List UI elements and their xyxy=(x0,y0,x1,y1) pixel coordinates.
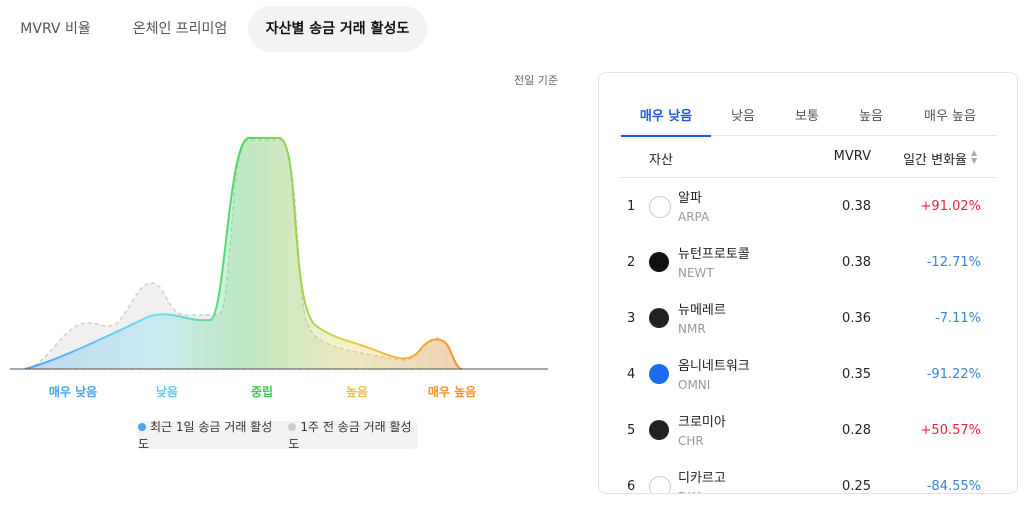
daily-change: +91.02% xyxy=(920,199,981,214)
asset-ticker: CHR xyxy=(678,434,704,448)
tab[interactable]: 온체인 프리미엄 xyxy=(132,21,228,37)
asset-row[interactable]: 5 크로미아 CHR 0.28 +50.57% xyxy=(599,402,1017,458)
legend-text: 1주 전 송금 거래 활성도 xyxy=(288,420,412,451)
zone-label: 매우 높음 xyxy=(427,385,477,399)
col-header[interactable]: 일간 변화율 xyxy=(903,153,967,168)
mvrv: 0.25 xyxy=(842,479,871,494)
asset-icon xyxy=(649,252,669,272)
activity-chart xyxy=(10,137,548,370)
asset-icon xyxy=(649,308,669,328)
daily-change: +50.57% xyxy=(920,423,981,438)
current-area xyxy=(25,138,462,369)
asset-ticker: OMNI xyxy=(678,378,711,392)
asset-row[interactable]: 6 디카르고 DKA 0.25 -84.55% xyxy=(599,458,1017,494)
mvrv: 0.38 xyxy=(842,255,871,270)
zone-label: 매우 낮음 xyxy=(48,385,98,399)
asset-ticker: NMR xyxy=(678,322,706,336)
asset-icon xyxy=(649,476,671,493)
zone-label: 높음 xyxy=(345,385,369,399)
current-curve xyxy=(24,137,463,370)
tab[interactable]: MVRV 비율 xyxy=(20,21,91,37)
panel-tab[interactable]: 보통 xyxy=(795,109,819,124)
panel-tab-active[interactable]: 매우 낮음 xyxy=(621,103,711,137)
tab-active[interactable]: 자산별 송금 거래 활성도 xyxy=(248,6,427,52)
asset-icon xyxy=(649,196,671,218)
asset-row[interactable]: 1 알파 ARPA 0.38 +91.02% xyxy=(599,178,1017,234)
mvrv: 0.28 xyxy=(842,423,871,438)
asset-name: 옴니네트워크 xyxy=(678,359,750,374)
asset-row[interactable]: 4 옴니네트워크 OMNI 0.35 -91.22% xyxy=(599,346,1017,402)
rank: 5 xyxy=(627,423,636,438)
legend-item: 1주 전 송금 거래 활성도 xyxy=(288,418,418,452)
panel-tab[interactable]: 매우 높음 xyxy=(924,109,976,124)
mvrv: 0.35 xyxy=(842,367,871,382)
rank: 2 xyxy=(627,255,636,270)
asset-row[interactable]: 2 뉴턴프로토콜 NEWT 0.38 -12.71% xyxy=(599,234,1017,290)
col-header[interactable]: MVRV xyxy=(833,149,871,164)
asset-icon xyxy=(649,420,669,440)
asset-name: 뉴메레르 xyxy=(678,303,726,318)
rank: 1 xyxy=(627,199,636,214)
basis: 전일 기준 xyxy=(514,74,558,87)
col-header: 자산 xyxy=(649,153,673,168)
asset-name: 뉴턴프로토콜 xyxy=(678,247,750,262)
asset-name: 알파 xyxy=(678,191,702,206)
legend-item: 최근 1일 송금 거래 활성도 xyxy=(138,418,278,452)
zone-label: 중립 xyxy=(250,385,274,399)
asset-ticker: DKA xyxy=(678,490,703,493)
mvrv: 0.38 xyxy=(842,199,871,214)
asset-row[interactable]: 3 뉴메레르 NMR 0.36 -7.11% xyxy=(599,290,1017,346)
legend: 최근 1일 송금 거래 활성도 1주 전 송금 거래 활성도 xyxy=(138,418,418,452)
rank: 4 xyxy=(627,367,636,382)
asset-name: 디카르고 xyxy=(678,471,726,486)
sort-icon[interactable]: ▲ ▼ xyxy=(971,148,978,165)
asset-ticker: NEWT xyxy=(678,266,714,280)
panel-tab[interactable]: 높음 xyxy=(859,109,883,124)
daily-change: -12.71% xyxy=(926,255,981,270)
rank: 6 xyxy=(627,479,636,494)
rank: 3 xyxy=(627,311,636,326)
asset-icon xyxy=(649,364,669,384)
divider xyxy=(619,135,997,136)
daily-change: -7.11% xyxy=(935,311,981,326)
asset-ticker: ARPA xyxy=(678,210,710,224)
daily-change: -91.22% xyxy=(926,367,981,382)
panel-tab[interactable]: 낮음 xyxy=(731,109,755,124)
asset-name: 크로미아 xyxy=(678,415,726,430)
legend-text: 최근 1일 송금 거래 활성도 xyxy=(138,420,273,451)
mvrv: 0.36 xyxy=(842,311,871,326)
divider xyxy=(619,177,997,178)
asset-panel: 자산 MVRV 일간 변화율 ▲ ▼ 매우 낮음 낮음 보통 높음 매우 높음 1 알파 ARP… xyxy=(598,72,1018,494)
zone-label: 낮음 xyxy=(155,385,179,399)
daily-change: -84.55% xyxy=(926,479,981,494)
